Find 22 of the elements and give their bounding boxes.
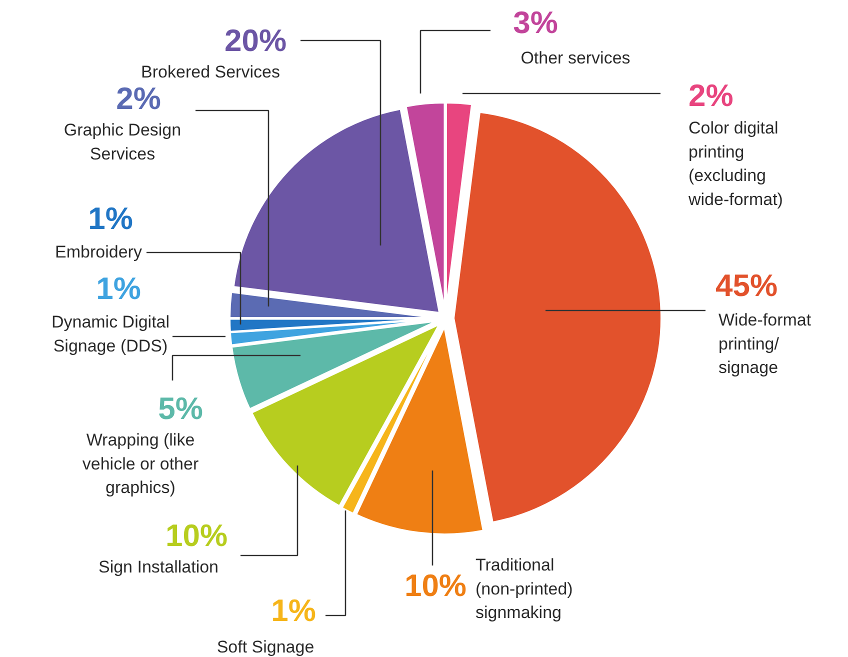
data-label: 20% bbox=[224, 23, 287, 58]
slice-label: Other services bbox=[520, 48, 630, 68]
data-label: 1% bbox=[88, 201, 133, 236]
data-label: 2% bbox=[688, 78, 734, 113]
slice-label: Dynamic Digital Signage (DDS) bbox=[51, 312, 170, 356]
data-label: 10% bbox=[165, 518, 228, 553]
data-label: 45% bbox=[716, 268, 778, 303]
slice-label: Wrapping (like vehicle or other graphics) bbox=[82, 430, 199, 497]
slice-label: Soft Signage bbox=[216, 638, 314, 656]
slice-label: Sign Installation bbox=[98, 558, 219, 576]
data-label: 2% bbox=[116, 81, 161, 116]
slice-label: Color digital printing (excluding wide-format) bbox=[688, 118, 783, 209]
slice-label: Wide-format printing/ signage bbox=[718, 310, 812, 377]
data-label: 5% bbox=[158, 391, 203, 426]
slice-label: Traditional (non-printed) signmaking bbox=[476, 556, 573, 622]
data-label: 1% bbox=[96, 271, 141, 306]
data-label: 10% bbox=[404, 568, 466, 603]
data-label: 1% bbox=[271, 593, 316, 628]
slice-label: Embroidery bbox=[55, 242, 142, 262]
data-label: 3% bbox=[513, 5, 558, 40]
slice-label: Graphic Design Services bbox=[64, 120, 182, 164]
slice-label: Brokered Services bbox=[141, 62, 280, 82]
